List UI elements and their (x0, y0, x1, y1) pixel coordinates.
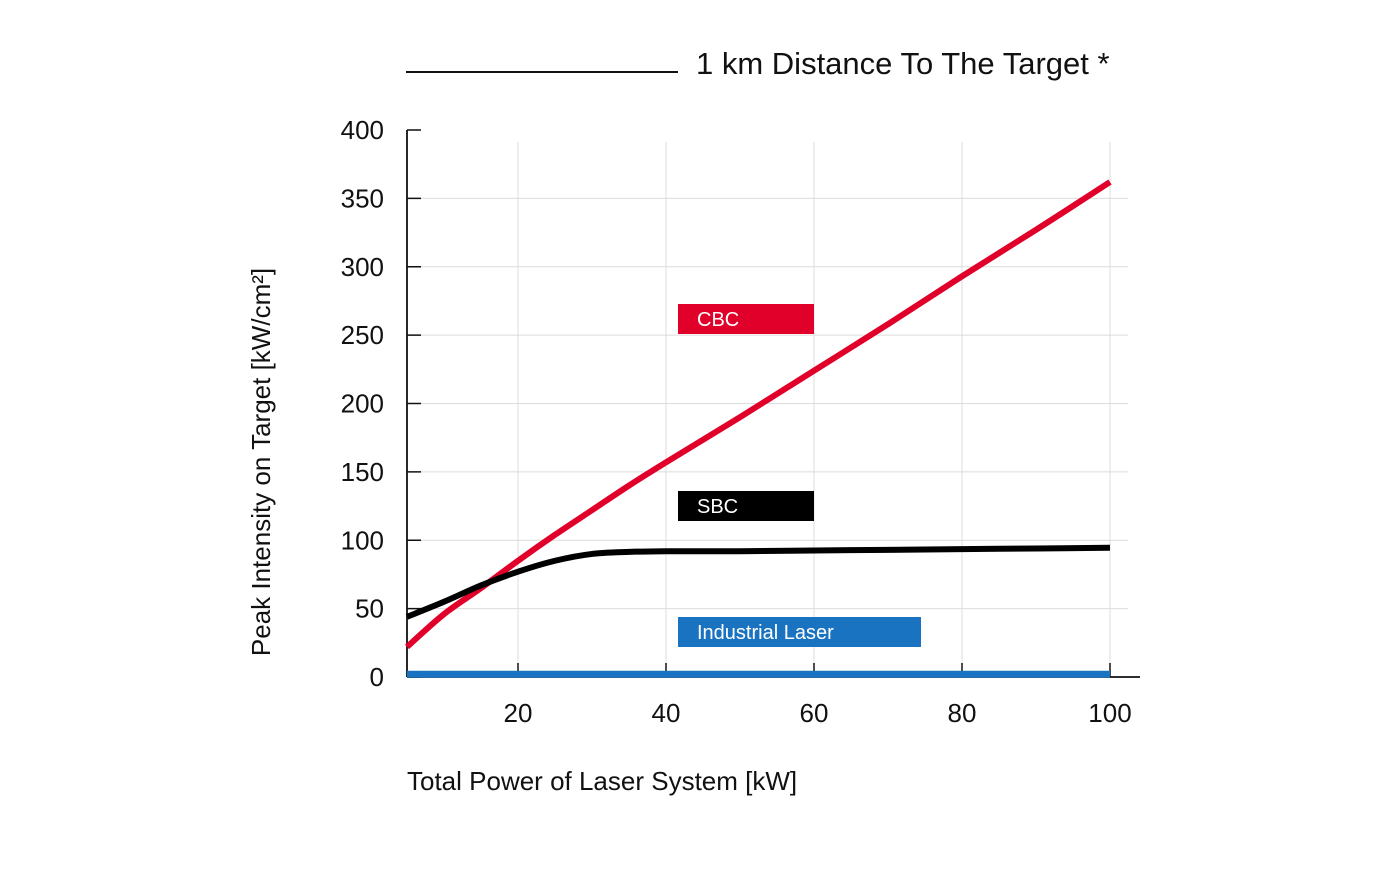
x-axis-title: Total Power of Laser System [kW] (407, 766, 797, 796)
y-axis-title: Peak Intensity on Target [kW/cm²] (246, 268, 276, 656)
legend-swatch-sbc (678, 491, 814, 521)
y-tick-label: 150 (341, 457, 384, 487)
chart-title: 1 km Distance To The Target * (696, 46, 1110, 81)
y-tick-label: 400 (341, 115, 384, 145)
legend: CBC SBC Industrial Laser (678, 304, 921, 647)
legend-label-industrial-laser: Industrial Laser (697, 622, 834, 644)
y-tick-label: 300 (341, 252, 384, 282)
chart-title-group: 1 km Distance To The Target * (406, 46, 1110, 81)
legend-item-industrial-laser: Industrial Laser (678, 617, 921, 647)
x-tick-label: 40 (652, 698, 681, 728)
series-group (405, 179, 1112, 678)
legend-item-cbc: CBC (678, 304, 814, 334)
y-tick-label: 350 (341, 183, 384, 213)
legend-item-sbc: SBC (678, 491, 814, 521)
x-axis-ticks: 20 40 60 80 100 (504, 663, 1132, 728)
legend-label-cbc: CBC (697, 309, 739, 331)
y-tick-label: 200 (341, 389, 384, 419)
y-tick-label: 0 (370, 662, 384, 692)
grid (407, 142, 1128, 677)
y-tick-label: 250 (341, 320, 384, 350)
y-tick-label: 100 (341, 525, 384, 555)
legend-swatch-cbc (678, 304, 814, 334)
x-tick-label: 100 (1088, 698, 1131, 728)
x-tick-label: 20 (504, 698, 533, 728)
series-line-sbc (405, 544, 1111, 620)
y-tick-label: 50 (355, 594, 384, 624)
series-line-cbc (405, 179, 1112, 650)
x-tick-label: 60 (800, 698, 829, 728)
legend-swatch-industrial-laser (678, 617, 921, 647)
y-axis-ticks: 0 50 100 150 200 250 300 350 400 (341, 115, 421, 692)
legend-label-sbc: SBC (697, 496, 738, 518)
x-tick-label: 80 (948, 698, 977, 728)
